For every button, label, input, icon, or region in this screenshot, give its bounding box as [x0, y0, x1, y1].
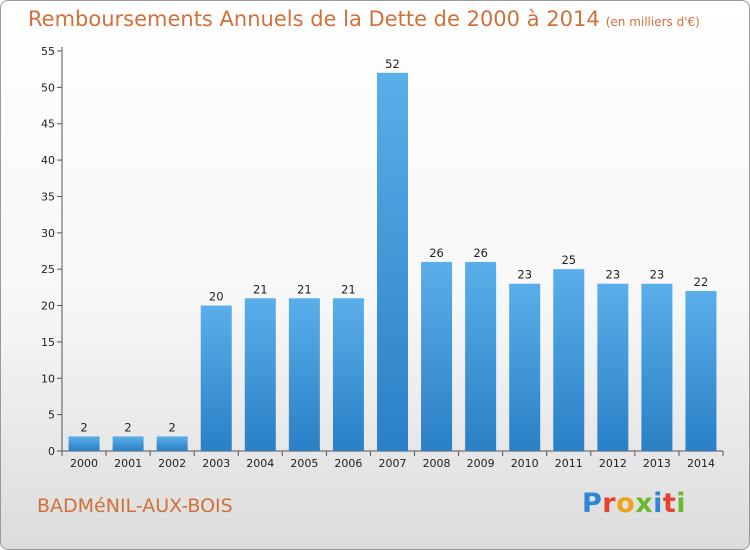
y-tick-label: 40: [41, 154, 55, 167]
bar-value-label: 23: [606, 268, 621, 282]
x-tick-label: 2014: [687, 457, 715, 470]
bar-value-label: 21: [297, 282, 312, 296]
bar: [377, 72, 408, 452]
logo-letter: r: [602, 488, 617, 519]
bar: [288, 298, 320, 451]
y-tick-label: 10: [41, 372, 55, 385]
bar: [597, 283, 629, 451]
bar: [200, 305, 232, 451]
y-tick-label: 45: [41, 118, 55, 131]
x-tick-label: 2007: [379, 457, 407, 470]
bar: [112, 436, 144, 451]
chart-title: Remboursements Annuels de la Dette de 20…: [28, 7, 700, 31]
x-tick-label: 2012: [599, 457, 627, 470]
bar: [156, 436, 188, 451]
bar: [421, 261, 453, 451]
logo-letter: o: [616, 488, 636, 519]
y-tick-label: 35: [41, 190, 55, 203]
bar-value-label: 21: [341, 282, 356, 296]
logo-letter: t: [662, 488, 677, 519]
x-tick-label: 2009: [467, 457, 495, 470]
x-tick-label: 2011: [555, 457, 583, 470]
bar-value-label: 23: [650, 268, 665, 282]
bar: [553, 269, 585, 451]
bar-value-label: 25: [561, 253, 576, 267]
bar: [465, 261, 497, 451]
y-tick-label: 5: [48, 409, 55, 422]
logo-letter: i: [676, 488, 687, 519]
bar-value-label: 2: [169, 420, 176, 434]
bar: [685, 291, 717, 451]
x-tick-label: 2004: [246, 457, 274, 470]
bar: [244, 298, 276, 451]
proxiti-logo: Proxiti: [582, 488, 686, 519]
x-tick-label: 2001: [114, 457, 142, 470]
y-tick-label: 30: [41, 227, 55, 240]
bar: [332, 298, 364, 451]
x-tick-label: 2008: [423, 457, 451, 470]
bar-value-label: 21: [253, 282, 268, 296]
y-tick-label: 20: [41, 300, 55, 313]
logo-letter: i: [653, 488, 663, 519]
y-tick-label: 50: [41, 81, 55, 94]
bar: [509, 283, 541, 451]
bar-value-label: 22: [694, 275, 709, 289]
x-tick-label: 2006: [334, 457, 362, 470]
y-tick-label: 55: [41, 45, 55, 58]
logo-letter: x: [635, 488, 654, 519]
bar-value-label: 52: [385, 57, 400, 71]
logo-letter: P: [582, 488, 603, 519]
x-tick-label: 2003: [202, 457, 230, 470]
bar-value-label: 2: [124, 420, 131, 434]
bar-value-label: 23: [517, 268, 532, 282]
chart-title-text: Remboursements Annuels de la Dette de 20…: [28, 7, 600, 31]
bar-value-label: 2: [80, 420, 87, 434]
x-tick-label: 2010: [511, 457, 539, 470]
bar-value-label: 20: [209, 290, 224, 304]
y-tick-label: 0: [48, 445, 55, 458]
bar: [641, 283, 673, 451]
x-tick-label: 2005: [290, 457, 318, 470]
bar: [68, 436, 100, 451]
bar-value-label: 26: [429, 246, 444, 260]
x-tick-label: 2013: [643, 457, 671, 470]
bar-value-label: 26: [473, 246, 488, 260]
chart-unit: (en milliers d'€): [605, 15, 700, 29]
x-tick-label: 2002: [158, 457, 186, 470]
y-tick-label: 15: [41, 336, 55, 349]
y-tick-label: 25: [41, 263, 55, 276]
x-tick-label: 2000: [70, 457, 98, 470]
commune-name: BADMéNIL-AUX-BOIS: [37, 495, 233, 517]
